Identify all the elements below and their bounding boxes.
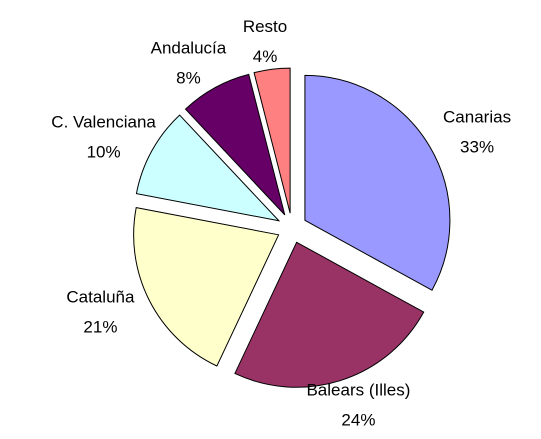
slice-label: Andalucía bbox=[151, 39, 227, 58]
slice-value-label: 33% bbox=[460, 137, 494, 156]
pie-slice bbox=[304, 74, 451, 291]
slice-value-label: 8% bbox=[176, 69, 201, 88]
slice-label: Cataluña bbox=[66, 287, 135, 306]
slice-label: C. Valenciana bbox=[51, 112, 156, 131]
slice-label: Balears (Illes) bbox=[306, 380, 410, 399]
pie-slice bbox=[234, 241, 425, 388]
slice-value-label: 24% bbox=[341, 410, 375, 429]
slice-value-label: 10% bbox=[87, 142, 121, 161]
pie-slice bbox=[135, 114, 281, 222]
slice-label: Canarias bbox=[443, 107, 511, 126]
slice-value-label: 21% bbox=[83, 317, 117, 336]
slice-label: Resto bbox=[243, 17, 287, 36]
pie-slice bbox=[133, 207, 280, 367]
pie-slice bbox=[184, 73, 286, 216]
slice-value-label: 4% bbox=[253, 47, 278, 66]
pie-slice bbox=[253, 67, 291, 214]
